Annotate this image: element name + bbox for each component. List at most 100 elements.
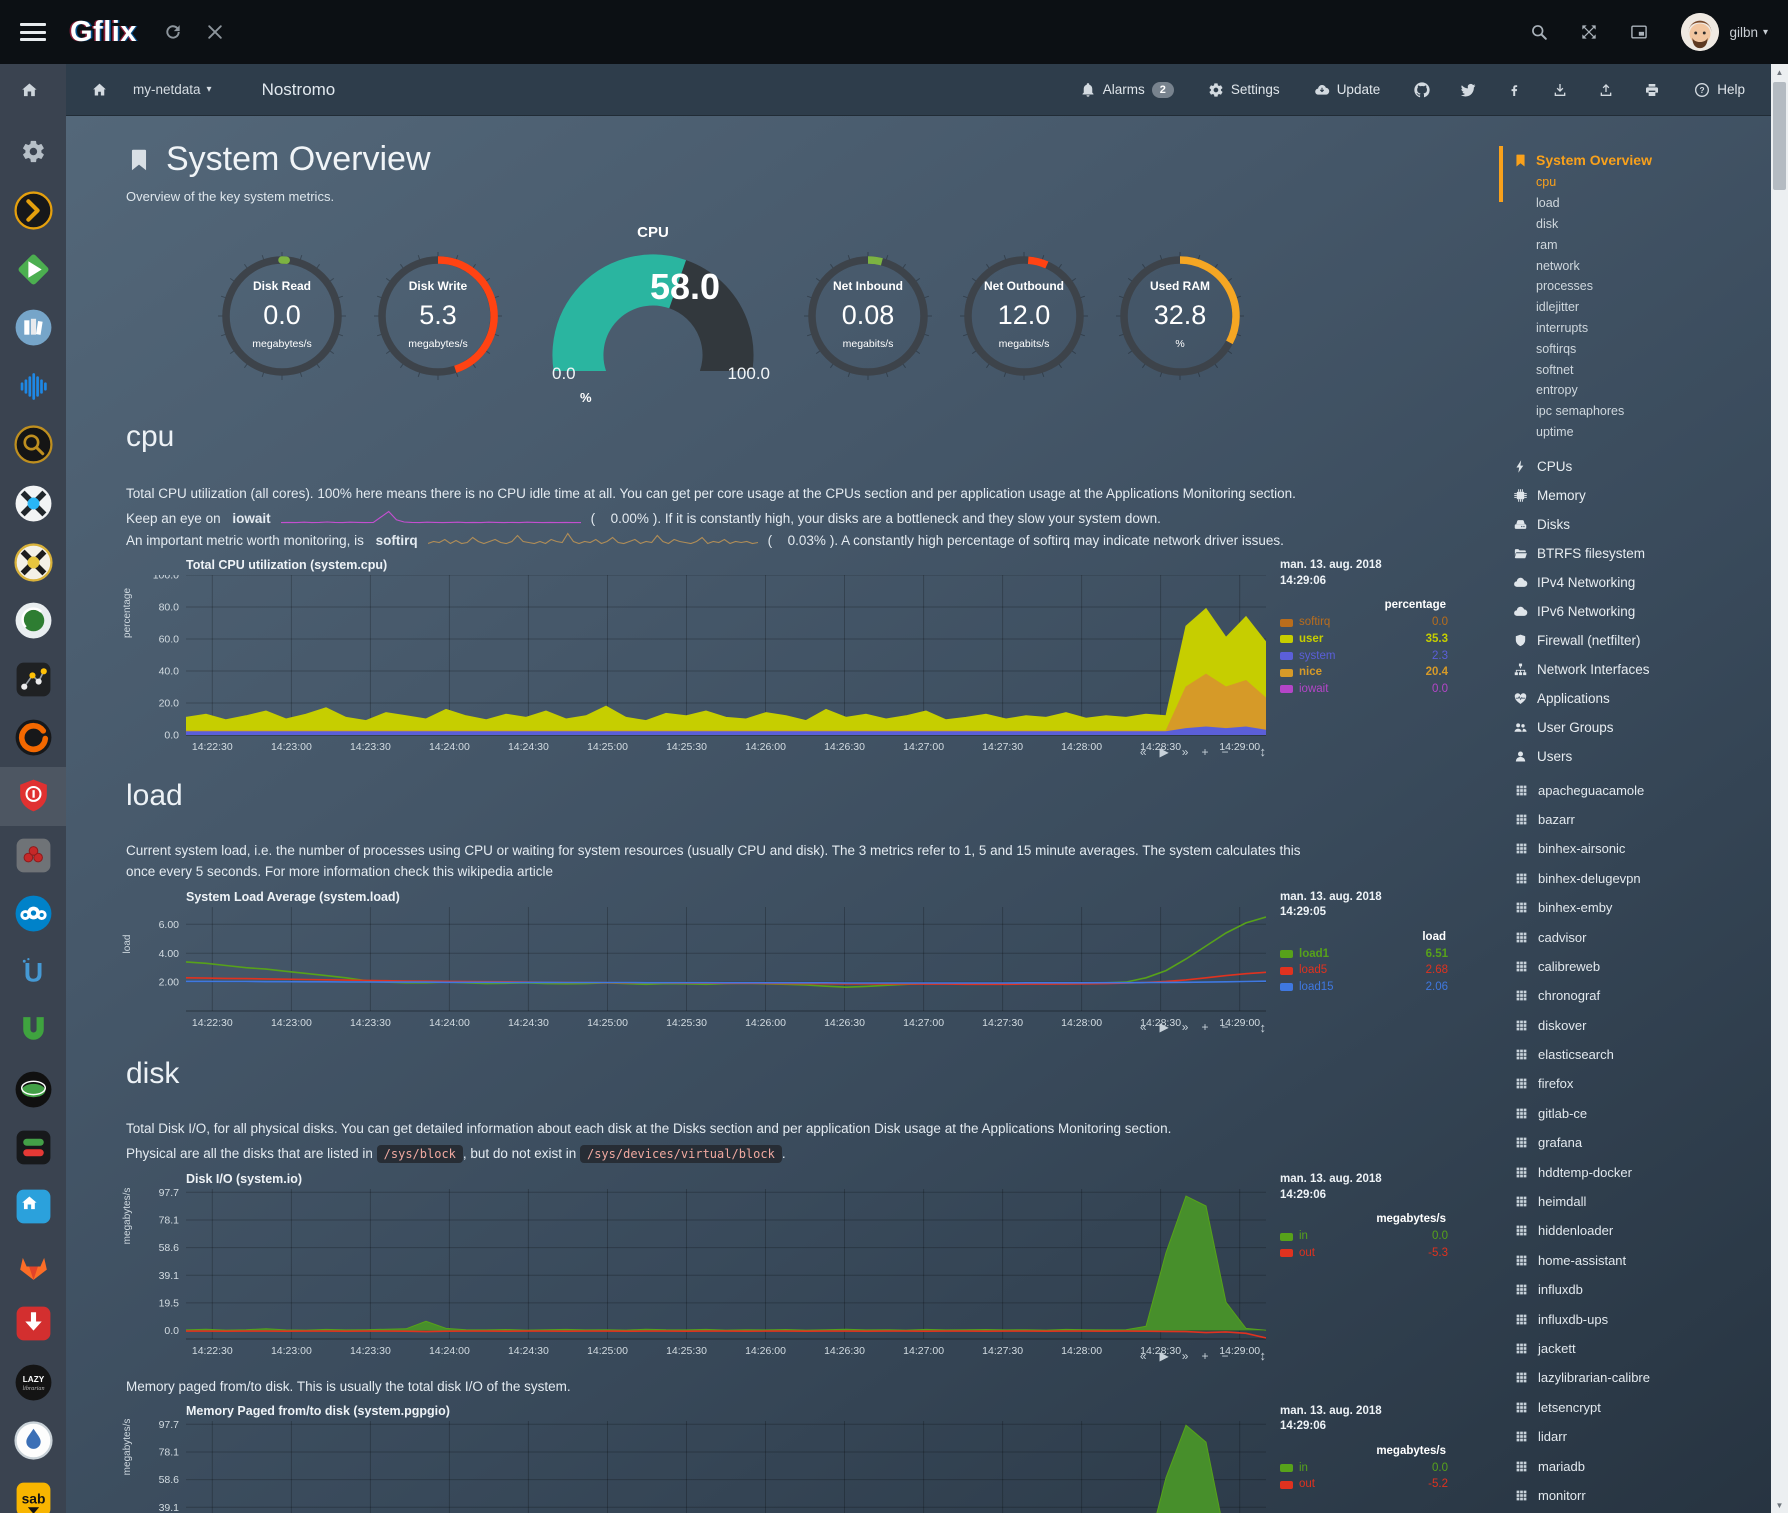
nav-sub-entropy[interactable]: entropy xyxy=(1536,383,1578,398)
nav-sub-softnet[interactable]: softnet xyxy=(1536,362,1574,377)
scrollbar-thumb[interactable] xyxy=(1773,82,1786,190)
chart-backward-button[interactable]: « xyxy=(1139,1348,1147,1363)
chart-zoom-in-button[interactable]: + xyxy=(1201,1348,1209,1363)
help-button[interactable]: ? Help xyxy=(1694,82,1745,98)
load-plot-area[interactable]: 6.00 4.00 2.00 14:22:30 14:23:00 14:23:30 14:2… xyxy=(126,906,1266,1033)
nav-system-overview[interactable]: System Overview xyxy=(1513,148,1767,172)
user-menu[interactable]: gilbn ▾ xyxy=(1729,24,1768,40)
gauge-net-outbound[interactable]: Net Outbound 12.0 megabits/s xyxy=(958,250,1090,382)
sidebar-app-settings[interactable] xyxy=(0,123,66,182)
sidebar-app-lazylibrarian[interactable]: LAZY librarian xyxy=(0,1353,66,1412)
nav-sub-ram[interactable]: ram xyxy=(1536,237,1558,252)
nav-app-firefox[interactable]: firefox xyxy=(1513,1069,1767,1098)
nav-section-ipv6-networking[interactable]: IPv6 Networking xyxy=(1513,597,1767,626)
nav-app-binhex-delugevpn[interactable]: binhex-delugevpn xyxy=(1513,864,1767,893)
chart-zoom-in-button[interactable]: + xyxy=(1201,1020,1209,1035)
nav-app-calibreweb[interactable]: calibreweb xyxy=(1513,952,1767,981)
export-snapshot-icon[interactable] xyxy=(1598,82,1614,98)
nav-sub-processes[interactable]: processes xyxy=(1536,279,1593,294)
chart-forward-button[interactable]: » xyxy=(1181,1348,1189,1363)
chart-play-button[interactable]: ▶ xyxy=(1159,1020,1169,1035)
nav-sub-disk[interactable]: disk xyxy=(1536,216,1559,231)
chart-zoom-in-button[interactable]: + xyxy=(1201,744,1209,759)
nav-sub-interrupts[interactable]: interrupts xyxy=(1536,320,1589,335)
gauge-used-ram[interactable]: Used RAM 32.8 % xyxy=(1114,250,1246,382)
nav-app-home-assistant[interactable]: home-assistant xyxy=(1513,1246,1767,1275)
nav-app-lidarr[interactable]: lidarr xyxy=(1513,1422,1767,1451)
nav-sub-ipc-semaphores[interactable]: ipc semaphores xyxy=(1536,404,1625,419)
nav-app-bazarr[interactable]: bazarr xyxy=(1513,805,1767,834)
sidebar-app-green-swirl-app[interactable] xyxy=(0,591,66,650)
sidebar-app-nextcloud[interactable] xyxy=(0,884,66,943)
sidebar-app-emby[interactable] xyxy=(0,240,66,299)
legend-entry-user[interactable]: user 35.3 xyxy=(1280,631,1448,648)
nav-app-monitorr[interactable]: monitorr xyxy=(1513,1481,1767,1510)
chart-backward-button[interactable]: « xyxy=(1139,1020,1147,1035)
disk-plot-area[interactable]: 97.7 78.1 58.6 39.1 19.5 0.0 14:22:30 14:23:00 1… xyxy=(126,1189,1266,1361)
legend-entry-softirq[interactable]: softirq 0.0 xyxy=(1280,614,1448,631)
legend-entry-system[interactable]: system 2.3 xyxy=(1280,648,1448,665)
nav-section-firewall-netfilter-[interactable]: Firewall (netfilter) xyxy=(1513,626,1767,655)
nav-app-elasticsearch[interactable]: elasticsearch xyxy=(1513,1040,1767,1069)
sidebar-app-home-assistant[interactable] xyxy=(0,1177,66,1236)
nav-sub-cpu[interactable]: cpu xyxy=(1536,175,1557,190)
nav-sub-uptime[interactable]: uptime xyxy=(1536,424,1574,439)
github-icon[interactable] xyxy=(1414,81,1430,98)
nav-app-hddtemp-docker[interactable]: hddtemp-docker xyxy=(1513,1157,1767,1186)
search-icon[interactable] xyxy=(1529,22,1549,42)
twitter-icon[interactable] xyxy=(1460,82,1476,98)
sidebar-app-plex[interactable] xyxy=(0,181,66,240)
chart-resize-button[interactable]: ↕ xyxy=(1259,1019,1267,1035)
nav-app-heimdall[interactable]: heimdall xyxy=(1513,1187,1767,1216)
legend-entry-load1[interactable]: load1 6.51 xyxy=(1280,946,1448,963)
chart-forward-button[interactable]: » xyxy=(1181,744,1189,759)
nav-app-diskover[interactable]: diskover xyxy=(1513,1010,1767,1039)
hamburger-menu-button[interactable] xyxy=(20,23,46,41)
sidebar-app-monitorr[interactable] xyxy=(0,1119,66,1178)
legend-entry-out[interactable]: out -5.3 xyxy=(1280,1245,1448,1262)
sidebar-app-downloader-app[interactable] xyxy=(0,1294,66,1353)
import-snapshot-icon[interactable] xyxy=(1552,82,1568,98)
nav-section-ipv4-networking[interactable]: IPv4 Networking xyxy=(1513,568,1767,597)
nav-section-users[interactable]: Users xyxy=(1513,742,1767,771)
scrollbar[interactable]: ▲ ▼ xyxy=(1771,64,1788,1513)
sidebar-app-grafana[interactable] xyxy=(0,709,66,768)
nav-section-disks[interactable]: Disks xyxy=(1513,510,1767,539)
wikipedia-link[interactable]: this wikipedia article xyxy=(432,863,553,879)
nav-sub-softirqs[interactable]: softirqs xyxy=(1536,341,1577,356)
sidebar-app-airsonic[interactable] xyxy=(0,357,66,416)
chart-backward-button[interactable]: « xyxy=(1139,744,1147,759)
sidebar-app-pinwheel-app[interactable] xyxy=(0,474,66,533)
nav-app-hiddenloader[interactable]: hiddenloader xyxy=(1513,1216,1767,1245)
nav-sub-idlejitter[interactable]: idlejitter xyxy=(1536,300,1580,315)
legend-entry-out[interactable]: out -5.2 xyxy=(1280,1476,1448,1493)
sidebar-app-node-graph-app[interactable] xyxy=(0,650,66,709)
chart-zoom-out-button[interactable]: − xyxy=(1221,1348,1229,1363)
nav-section-network-interfaces[interactable]: Network Interfaces xyxy=(1513,655,1767,684)
chart-resize-button[interactable]: ↕ xyxy=(1259,1348,1267,1364)
chart-zoom-out-button[interactable]: − xyxy=(1221,744,1229,759)
host-dropdown[interactable]: my-netdata ▾ xyxy=(133,82,212,97)
refresh-icon[interactable] xyxy=(163,22,183,42)
update-button[interactable]: Update xyxy=(1314,82,1380,98)
nav-app-apacheguacamole[interactable]: apacheguacamole xyxy=(1513,775,1767,804)
chart-play-button[interactable]: ▶ xyxy=(1159,1348,1169,1363)
legend-entry-nice[interactable]: nice 20.4 xyxy=(1280,664,1448,681)
sidebar-app-magnet-app[interactable] xyxy=(0,1002,66,1061)
sidebar-app-gitlab[interactable] xyxy=(0,1236,66,1295)
scroll-down-arrow[interactable]: ▼ xyxy=(1775,1500,1784,1510)
netdata-home-icon[interactable] xyxy=(90,80,109,99)
legend-entry-load15[interactable]: load15 2.06 xyxy=(1280,979,1448,996)
legend-entry-iowait[interactable]: iowait 0.0 xyxy=(1280,681,1448,698)
nav-sub-network[interactable]: network xyxy=(1536,258,1580,273)
sidebar-app-unifi[interactable]: U xyxy=(0,943,66,1002)
chart-resize-button[interactable]: ↕ xyxy=(1259,744,1267,760)
nav-app-mariadb[interactable]: mariadb xyxy=(1513,1451,1767,1480)
sidebar-app-disc-app[interactable] xyxy=(0,1060,66,1119)
gauge-disk-write[interactable]: Disk Write 5.3 megabytes/s xyxy=(372,250,504,382)
nav-section-cpus[interactable]: CPUs xyxy=(1513,452,1767,481)
scroll-up-arrow[interactable]: ▲ xyxy=(1775,67,1784,77)
nav-section-applications[interactable]: Applications xyxy=(1513,684,1767,713)
facebook-icon[interactable] xyxy=(1506,82,1522,98)
settings-button[interactable]: Settings xyxy=(1208,82,1280,98)
